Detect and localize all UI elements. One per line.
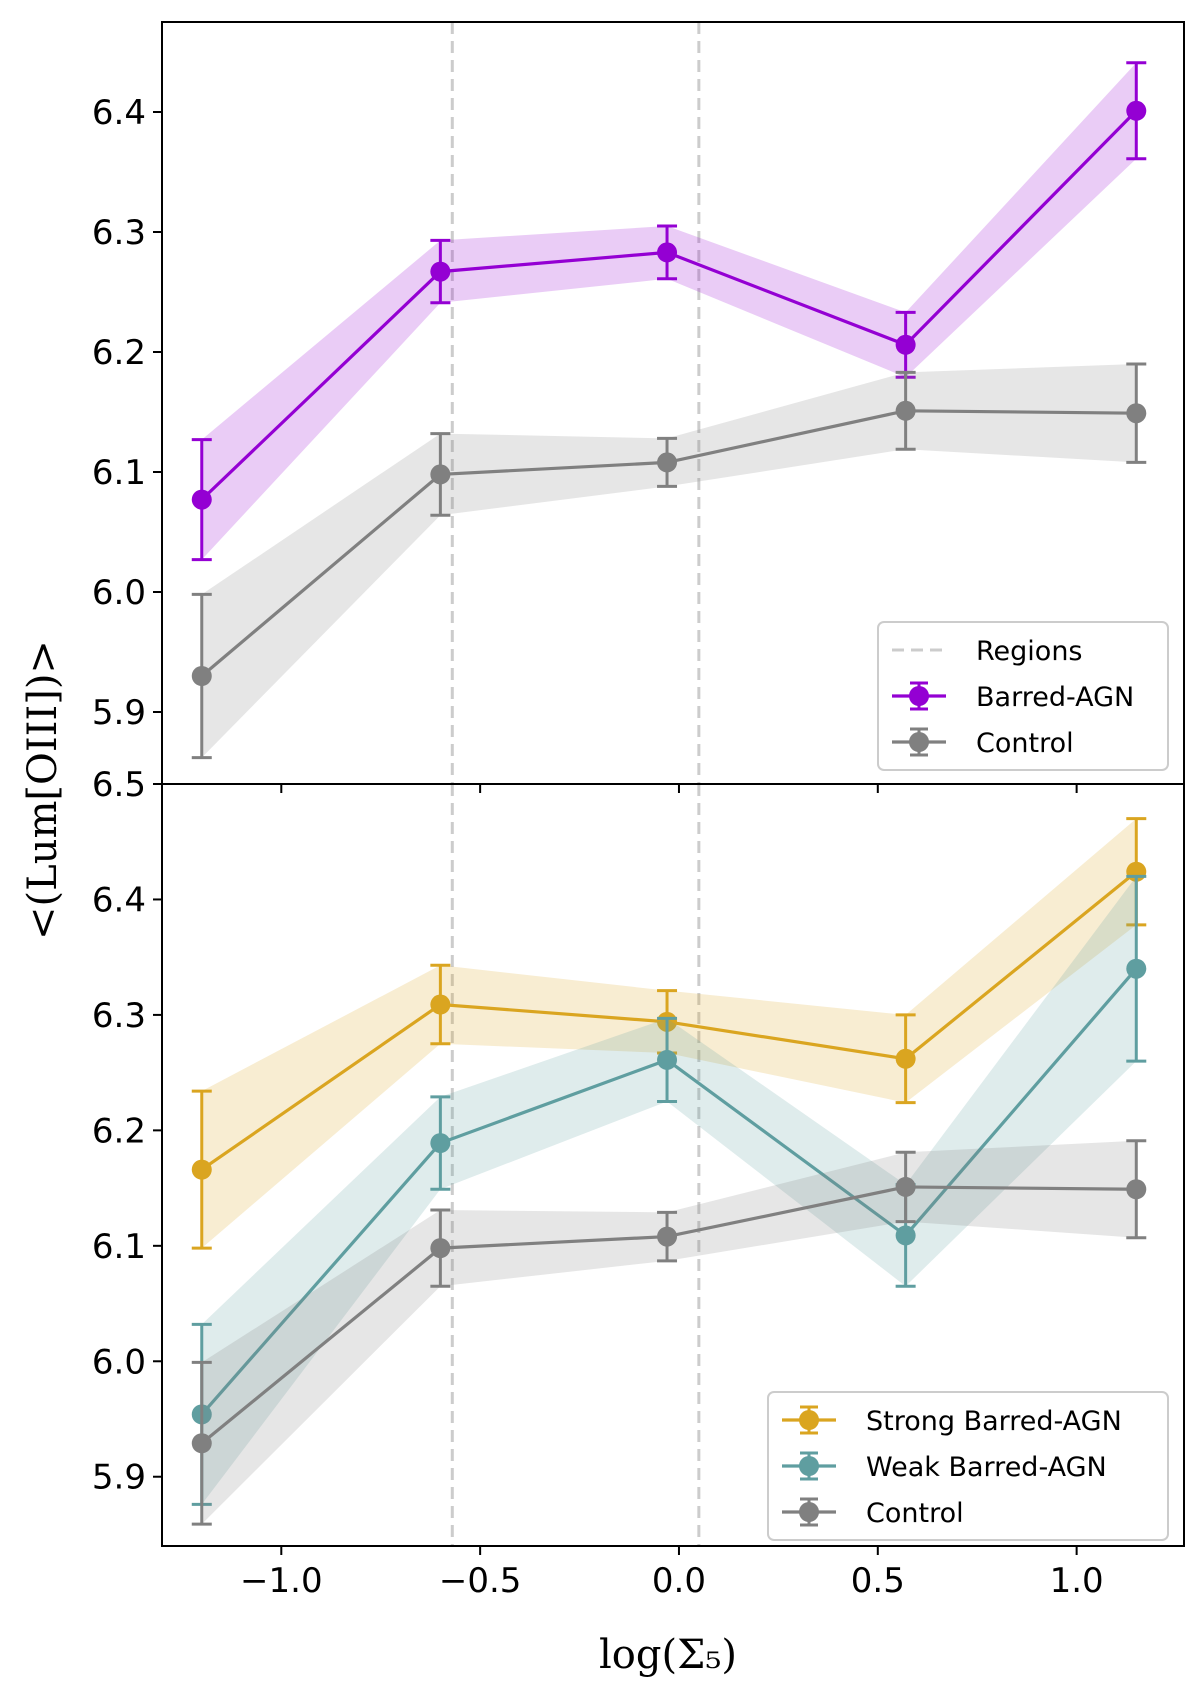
x-axis-label: log(Σ₅): [599, 1632, 737, 1678]
legend: Regions Barred-AGN Control: [877, 621, 1169, 771]
data-point: [430, 464, 451, 485]
y-tick-label: 6.3: [92, 213, 146, 253]
y-tick-label: 6.0: [92, 1342, 146, 1382]
data-point: [191, 489, 212, 510]
y-tick-label: 6.1: [92, 1227, 146, 1267]
data-point: [1126, 958, 1147, 979]
legend-handle-marker: [799, 1410, 819, 1430]
legend-label: Strong Barred-AGN: [866, 1406, 1122, 1437]
panel-top: 5.9 6.0 6.1 6.2 6.3 6.4 Regions Barred-AGN Contr…: [92, 21, 1185, 793]
data-point: [895, 1048, 916, 1069]
legend-label: Barred-AGN: [976, 682, 1134, 713]
series-control: [191, 362, 1147, 760]
series-barred-agn: [191, 61, 1147, 562]
data-point: [430, 1238, 451, 1259]
y-tick-label: 6.3: [92, 996, 146, 1036]
data-point: [657, 1049, 678, 1070]
series-weak-barred-agn: [191, 874, 1147, 1506]
legend-label: Regions: [976, 636, 1083, 667]
data-point: [191, 1433, 212, 1454]
error-band: [201, 818, 1137, 1249]
data-point: [1126, 403, 1147, 424]
legend-handle-marker: [909, 686, 929, 706]
legend-box: [767, 1391, 1169, 1541]
data-point: [1126, 100, 1147, 121]
data-point: [430, 1133, 451, 1154]
y-tick-label: 6.0: [92, 573, 146, 613]
y-tick-label: 6.2: [92, 1111, 146, 1151]
data-point: [657, 1226, 678, 1247]
data-point: [895, 400, 916, 421]
y-tick-label: 6.1: [92, 453, 146, 493]
x-tick-label: 1.0: [1050, 1561, 1104, 1601]
legend-handle-marker: [909, 732, 929, 752]
data-point: [430, 261, 451, 282]
data-point: [191, 666, 212, 686]
x-tick-label: 0.5: [851, 1561, 905, 1601]
data-point: [430, 994, 451, 1015]
legend-label: Weak Barred-AGN: [866, 1452, 1107, 1483]
panels: 5.9 6.0 6.1 6.2 6.3 6.4 Regions Barred-AGN Contr…: [92, 21, 1185, 1601]
data-point: [895, 334, 916, 355]
y-tick-label: 6.5: [92, 765, 146, 805]
x-tick-label: 0.0: [652, 1561, 706, 1601]
axes-frame: [161, 783, 1185, 1547]
data-point: [657, 242, 678, 263]
panel-bottom: 5.9 6.0 6.1 6.2 6.3 6.4 6.5 −1.0 −0.5 0.0 0.5 1.0 St…: [92, 765, 1185, 1601]
y-tick-label: 6.4: [92, 880, 146, 920]
legend-label: Control: [976, 728, 1074, 759]
error-band: [201, 62, 1137, 560]
x-tick-label: −0.5: [439, 1561, 522, 1601]
y-axis-label: <(Lum[OIII])>: [20, 640, 66, 940]
data-point: [895, 1225, 916, 1246]
y-tick-label: 5.9: [92, 693, 146, 733]
error-band: [201, 876, 1137, 1505]
data-point: [1126, 1179, 1147, 1200]
data-point: [191, 1159, 212, 1180]
legend-handle-marker: [799, 1456, 819, 1476]
x-tick-label: −1.0: [240, 1561, 323, 1601]
error-band: [201, 1140, 1137, 1525]
legend-box: [877, 621, 1169, 771]
y-tick-label: 6.4: [92, 93, 146, 133]
legend: Strong Barred-AGN Weak Barred-AGN Control: [767, 1391, 1169, 1541]
data-point: [657, 452, 678, 473]
y-tick-label: 5.9: [92, 1458, 146, 1498]
legend-label: Control: [866, 1498, 964, 1529]
y-tick-label: 6.2: [92, 333, 146, 373]
data-point: [895, 1176, 916, 1197]
series-control: [191, 1139, 1147, 1526]
error-band: [201, 364, 1137, 758]
legend-handle-marker: [799, 1502, 819, 1522]
